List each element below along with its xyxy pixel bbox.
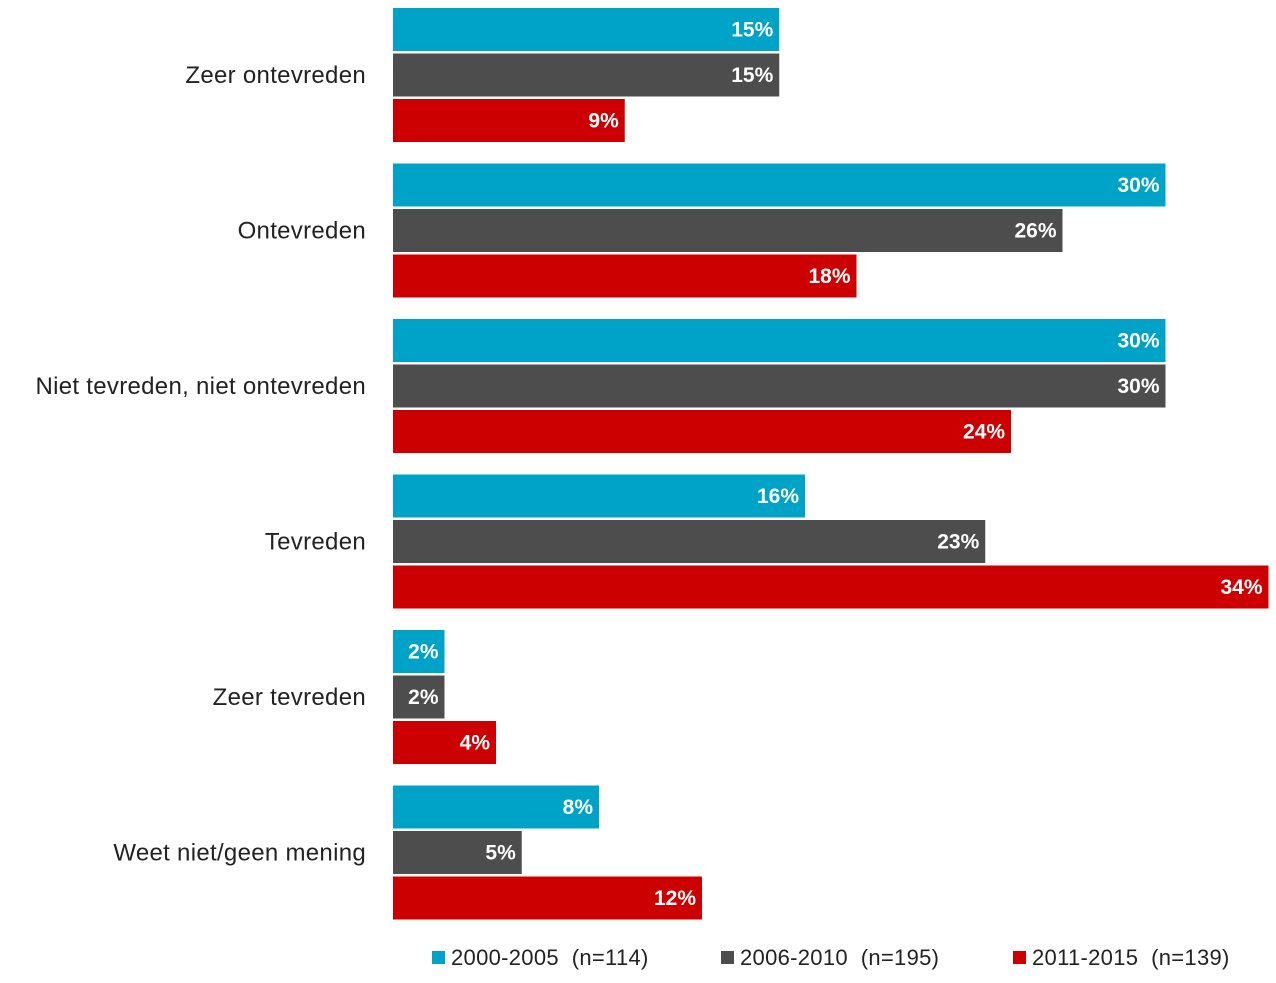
value-label-weet-niet-geen-mening-series-3: 12% (654, 887, 696, 910)
bar-weet-niet-geen-mening-series-3 (393, 876, 702, 920)
category-label-tevreden: Tevreden (265, 529, 366, 556)
value-label-weet-niet-geen-mening-series-1: 8% (563, 796, 594, 819)
bar-niet-tevreden-niet-ontevreden-series-2 (393, 364, 1166, 408)
category-label-zeer-tevreden: Zeer tevreden (213, 684, 366, 711)
value-label-niet-tevreden-niet-ontevreden-series-1: 30% (1117, 330, 1159, 353)
value-label-ontevreden-series-2: 26% (1014, 220, 1056, 243)
bar-zeer-tevreden-series-2 (393, 675, 445, 719)
bar-zeer-ontevreden-series-2 (393, 53, 780, 97)
category-label-ontevreden: Ontevreden (238, 218, 366, 245)
bar-tevreden-series-2 (393, 520, 986, 563)
legend-swatch-series-2 (721, 951, 734, 964)
value-label-weet-niet-geen-mening-series-2: 5% (485, 842, 516, 865)
category-labels: Zeer ontevreden Ontevreden Niet tevreden, … (35, 62, 366, 867)
legend-swatch-series-1 (432, 951, 445, 964)
bar-weet-niet-geen-mening-series-2 (393, 831, 522, 874)
value-label-zeer-ontevreden-series-1: 15% (731, 19, 773, 42)
legend-label-series-3: 2011-2015 (n=139) (1032, 945, 1230, 970)
value-label-niet-tevreden-niet-ontevreden-series-3: 24% (963, 421, 1005, 444)
value-labels: 15% 15% 9% 30% 26% 18% 30% 30% 24% 16% 23% 34% 2% 2% 4… (408, 19, 1263, 911)
bar-zeer-ontevreden-series-3 (393, 99, 625, 142)
value-label-tevreden-series-2: 23% (937, 531, 979, 554)
bar-niet-tevreden-niet-ontevreden-series-1 (393, 319, 1166, 362)
value-label-zeer-ontevreden-series-2: 15% (731, 64, 773, 87)
value-label-tevreden-series-1: 16% (757, 485, 799, 508)
legend-swatch-series-3 (1013, 951, 1026, 964)
legend-label-series-1: 2000-2005 (n=114) (451, 945, 649, 970)
bar-ontevreden-series-1 (393, 163, 1166, 207)
value-label-ontevreden-series-1: 30% (1117, 174, 1159, 197)
category-label-weet-niet-geen-mening: Weet niet/geen mening (113, 840, 366, 867)
value-label-zeer-tevreden-series-2: 2% (408, 686, 439, 709)
category-label-zeer-ontevreden: Zeer ontevreden (185, 62, 366, 89)
bar-tevreden-series-1 (393, 474, 805, 518)
value-label-tevreden-series-3: 34% (1220, 576, 1262, 599)
bar-niet-tevreden-niet-ontevreden-series-3 (393, 410, 1011, 453)
bar-tevreden-series-3 (393, 565, 1269, 609)
value-label-zeer-ontevreden-series-3: 9% (588, 110, 619, 133)
bar-ontevreden-series-3 (393, 254, 857, 298)
value-label-zeer-tevreden-series-3: 4% (460, 732, 491, 755)
legend-label-series-2: 2006-2010 (n=195) (740, 945, 939, 970)
value-label-ontevreden-series-3: 18% (808, 265, 850, 288)
bars (393, 8, 1269, 920)
value-label-zeer-tevreden-series-1: 2% (408, 641, 439, 664)
bar-weet-niet-geen-mening-series-1 (393, 785, 599, 829)
category-label-niet-tevreden-niet-ontevreden: Niet tevreden, niet ontevreden (35, 373, 366, 400)
bar-zeer-tevreden-series-1 (393, 630, 445, 673)
value-label-niet-tevreden-niet-ontevreden-series-2: 30% (1117, 375, 1159, 398)
legend: 2000-2005 (n=114) 2006-2010 (n=195) 2011-2… (432, 945, 1230, 970)
bar-zeer-ontevreden-series-1 (393, 8, 780, 51)
bar-ontevreden-series-2 (393, 209, 1063, 252)
bar-zeer-tevreden-series-3 (393, 721, 496, 764)
